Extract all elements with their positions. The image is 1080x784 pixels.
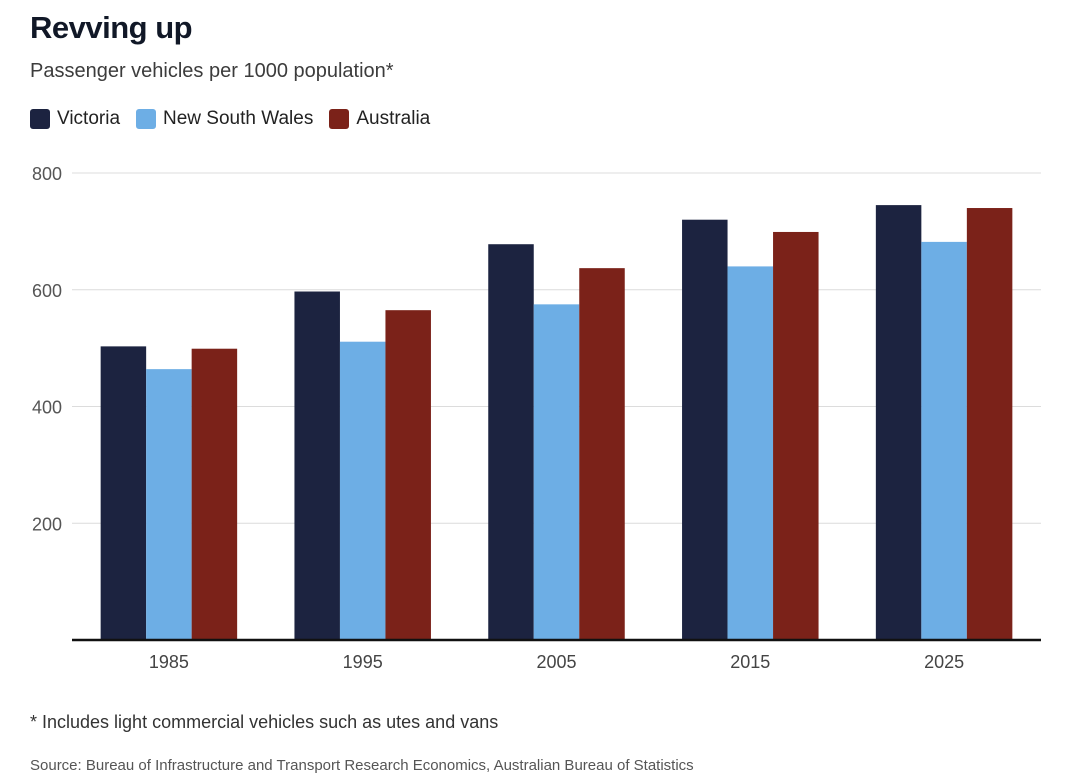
legend-item-victoria: Victoria xyxy=(30,108,120,130)
bar-australia-1995 xyxy=(385,310,431,640)
source-note: Source: Bureau of Infrastructure and Tra… xyxy=(30,757,694,774)
chart-title: Revving up xyxy=(30,10,193,45)
x-tick-label-2005: 2005 xyxy=(536,652,576,672)
y-tick-label-200: 200 xyxy=(32,514,62,534)
bar-new-south-wales-2005 xyxy=(533,304,580,640)
bar-victoria-2015 xyxy=(682,219,728,640)
bar-victoria-1985 xyxy=(100,346,147,640)
bar-new-south-wales-1985 xyxy=(146,369,192,640)
chart-subtitle: Passenger vehicles per 1000 population* xyxy=(30,60,394,82)
legend-label-new-south-wales: New South Wales xyxy=(163,108,314,129)
legend-label-australia: Australia xyxy=(356,108,431,129)
x-tick-label-2025: 2025 xyxy=(924,652,964,672)
legend-swatch-australia xyxy=(329,109,350,129)
y-tick-label-400: 400 xyxy=(32,398,62,418)
legend-swatch-new-south-wales xyxy=(136,109,157,129)
x-tick-label-1985: 1985 xyxy=(149,652,189,672)
footnote: * Includes light commercial vehicles suc… xyxy=(30,712,499,732)
x-tick-label-1995: 1995 xyxy=(343,652,383,672)
bar-new-south-wales-2025 xyxy=(921,241,967,640)
bar-new-south-wales-2015 xyxy=(727,266,774,640)
y-tick-label-600: 600 xyxy=(32,281,62,301)
legend-swatch-victoria xyxy=(30,109,50,129)
bar-australia-2025 xyxy=(966,208,1013,640)
bar-new-south-wales-1995 xyxy=(339,341,386,640)
legend: Victoria New South Wales Australia xyxy=(30,108,446,130)
x-tick-label-2015: 2015 xyxy=(730,652,770,672)
bar-victoria-1995 xyxy=(294,291,340,640)
bar-victoria-2005 xyxy=(488,244,534,640)
y-tick-label-800: 800 xyxy=(32,164,62,184)
bar-australia-2015 xyxy=(773,231,819,640)
bar-australia-2005 xyxy=(579,268,625,640)
legend-item-australia: Australia xyxy=(329,108,430,130)
bar-victoria-2025 xyxy=(875,205,922,640)
bar-australia-1985 xyxy=(191,348,238,640)
legend-item-new-south-wales: New South Wales xyxy=(136,108,313,130)
bar-chart: 200 400 600 800 1985 1995 2005 2015 2025 xyxy=(32,164,1041,672)
legend-label-victoria: Victoria xyxy=(57,108,121,129)
